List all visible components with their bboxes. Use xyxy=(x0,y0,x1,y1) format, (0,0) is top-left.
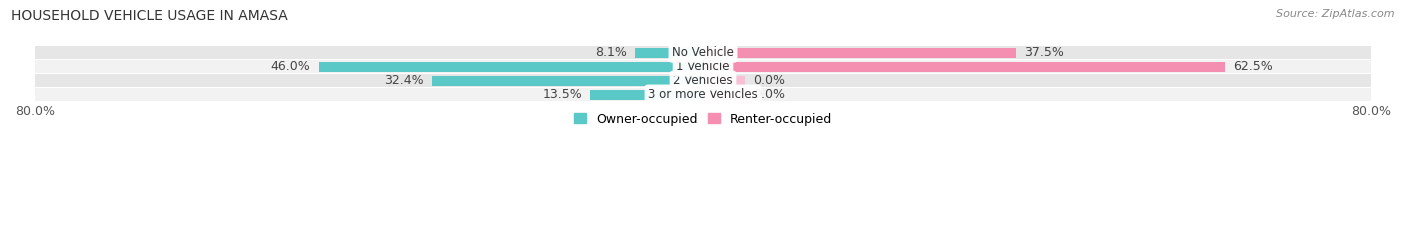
Text: HOUSEHOLD VEHICLE USAGE IN AMASA: HOUSEHOLD VEHICLE USAGE IN AMASA xyxy=(11,9,288,23)
Text: 62.5%: 62.5% xyxy=(1233,60,1272,73)
Bar xyxy=(703,76,745,86)
Text: 0.0%: 0.0% xyxy=(754,88,785,101)
Text: No Vehicle: No Vehicle xyxy=(672,46,734,59)
Bar xyxy=(703,90,745,100)
Text: 0.0%: 0.0% xyxy=(754,74,785,87)
Text: 46.0%: 46.0% xyxy=(271,60,311,73)
Text: 13.5%: 13.5% xyxy=(543,88,582,101)
Bar xyxy=(433,76,703,86)
Bar xyxy=(636,48,703,58)
Bar xyxy=(319,62,703,72)
Text: 8.1%: 8.1% xyxy=(595,46,627,59)
Bar xyxy=(591,90,703,100)
Bar xyxy=(35,74,1371,87)
Text: 32.4%: 32.4% xyxy=(384,74,425,87)
Text: 3 or more Vehicles: 3 or more Vehicles xyxy=(648,88,758,101)
Text: 37.5%: 37.5% xyxy=(1025,46,1064,59)
Bar xyxy=(703,62,1225,72)
Bar xyxy=(703,48,1017,58)
Text: 1 Vehicle: 1 Vehicle xyxy=(676,60,730,73)
Bar xyxy=(35,46,1371,59)
Text: Source: ZipAtlas.com: Source: ZipAtlas.com xyxy=(1277,9,1395,19)
Legend: Owner-occupied, Renter-occupied: Owner-occupied, Renter-occupied xyxy=(568,108,838,131)
Text: 2 Vehicles: 2 Vehicles xyxy=(673,74,733,87)
Bar xyxy=(35,88,1371,101)
Bar xyxy=(35,60,1371,73)
